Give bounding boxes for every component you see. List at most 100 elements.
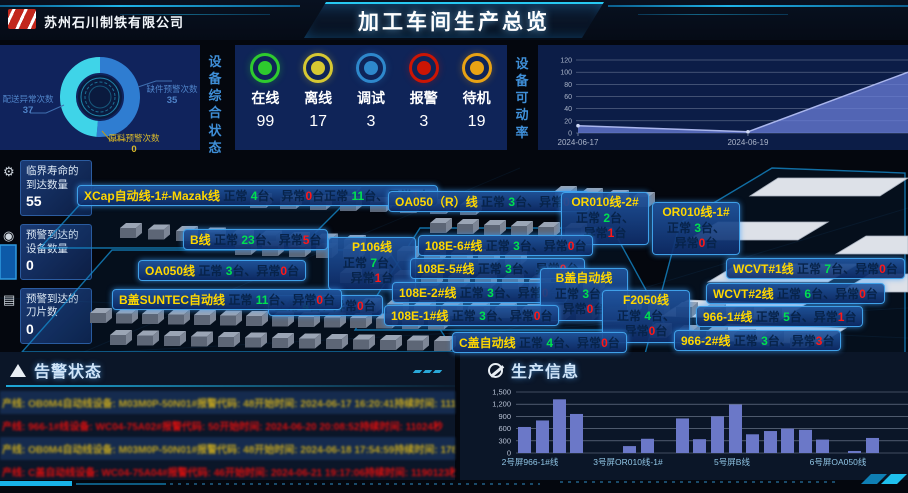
alarm-row: 产线: OB0M4自动线 设备: M03M0P-50N01# 报警代码: 48 开始时… <box>0 391 455 414</box>
company-logo <box>8 9 36 29</box>
donut-chart <box>30 57 172 141</box>
bar <box>623 446 636 453</box>
svg-text:5号屏B线: 5号屏B线 <box>714 457 750 467</box>
layers-icon: ▤ <box>3 291 16 307</box>
line-status-chip-P106线[interactable]: P106线 正常 7台、 异常1台 <box>328 237 416 290</box>
bar <box>848 450 861 453</box>
production-panel-title: 生产信息 <box>511 364 580 381</box>
indicator-label: 报警 <box>409 90 438 106</box>
header-deco-line-right <box>608 5 908 7</box>
indicator-label: 在线 <box>251 90 280 106</box>
svg-text:0: 0 <box>568 131 572 138</box>
svg-text:600: 600 <box>498 424 511 433</box>
svg-text:100: 100 <box>560 70 572 77</box>
availability-chart-panel: 0 20 40 60 80 100 120 2024-06-17 2024-06-19 <box>538 45 908 150</box>
gear-icon: ⚙ <box>3 164 15 179</box>
header-deco-line-right2 <box>638 14 788 15</box>
bar <box>676 418 689 453</box>
line-status-chip-XCap自动线-1#-Mazak线[interactable]: XCap自动线-1#-Mazak线 正常 4台、异常0台正常 11台、异常1台 <box>77 185 438 206</box>
header-deco-line-left2 <box>120 14 270 15</box>
svg-text:1,200: 1,200 <box>492 400 511 409</box>
svg-text:2024-06-17: 2024-06-17 <box>558 138 599 147</box>
indicator-label: 调试 <box>356 90 385 106</box>
alarm-row: 产线: C盖自动线 设备: WC04-75A04# 报警代码: 46 开始时间: 20… <box>2 468 455 479</box>
bar <box>866 437 879 453</box>
alarm-panel-underline <box>6 385 455 387</box>
device-icon: ◉ <box>3 227 15 243</box>
svg-text:900: 900 <box>498 412 511 421</box>
alarm-row-list: 产线: OB0M4自动线 设备: M03M0P-50N01# 报警代码: 48 开始时… <box>0 391 455 483</box>
indicator-在线: 在线 99 <box>250 53 281 146</box>
indicator-离线: 离线 17 <box>303 53 334 146</box>
circle-slash-icon <box>488 362 503 378</box>
indicator-value: 3 <box>366 113 376 130</box>
svg-text:80: 80 <box>564 82 572 89</box>
svg-text:300: 300 <box>498 436 511 445</box>
stat-card-value: 0 <box>26 257 34 274</box>
alarm-panel-title: 告警状态 <box>34 364 103 381</box>
donut-label-missing: 缺件预警次数 35 <box>146 84 198 106</box>
line-status-chip-OA050线[interactable]: OA050线 正常 3台、异常0台 <box>138 260 307 281</box>
svg-text:40: 40 <box>564 106 572 113</box>
stat-card: ▤ 预警到达的刀片数 0 <box>3 287 99 344</box>
availability-vertical-label: 设备可动率 <box>515 56 529 140</box>
line-status-chip-OA050（R）线[interactable]: OA050（R）线 正常 3台、异常0台 <box>388 191 589 212</box>
line-status-chip-108E-1#线[interactable]: 108E-1#线 正常 3台、异常0台 <box>384 305 560 326</box>
svg-text:60: 60 <box>564 94 572 101</box>
indicator-value: 17 <box>309 113 328 130</box>
svg-text:0: 0 <box>507 449 511 458</box>
scrollbar-deco <box>0 481 72 486</box>
svg-text:120: 120 <box>560 58 572 65</box>
bar <box>518 426 531 453</box>
line-status-chip-WCVT#2线[interactable]: WCVT#2线 正常 6台、异常0台 <box>706 283 885 304</box>
svg-text:2024-06-19: 2024-06-19 <box>727 138 768 147</box>
donut-label-material: 原料预警次数 0 <box>108 133 160 155</box>
bar <box>553 399 566 453</box>
status-ring-icon <box>303 53 334 83</box>
line-status-chip-C盖自动线[interactable]: C盖自动线 正常 4台、异常0台 <box>452 332 627 353</box>
dotted-line-right <box>560 481 840 483</box>
header-deco-line-left <box>0 5 300 7</box>
svg-text:1,500: 1,500 <box>492 388 511 397</box>
stat-card-value: 0 <box>26 321 34 338</box>
scrollbar-track-deco <box>76 483 166 485</box>
status-ring-icon <box>461 53 492 83</box>
line-status-chip-966-1#线[interactable]: 966-1#线 正常 5台、异常1台 <box>696 306 864 327</box>
indicator-调试: 调试 3 <box>355 53 386 146</box>
indicator-value: 3 <box>419 113 429 130</box>
indicator-label: 待机 <box>462 90 491 106</box>
bar <box>729 404 742 453</box>
line-status-chip-B线[interactable]: B线 正常 23台、异常5台 <box>183 229 329 250</box>
alarm-status-panel: 告警状态 产线: OB0M4自动线 设备: M03M0P-50N01# 报警代码: … <box>0 352 455 480</box>
bar <box>816 439 829 453</box>
bar <box>693 439 706 453</box>
line-status-chip-B盖SUNTEC自动线[interactable]: B盖SUNTEC自动线 正常 11台、异常0台 <box>112 289 343 310</box>
svg-text:6号屏OA050线: 6号屏OA050线 <box>810 457 867 467</box>
stat-card-body: 预警到达的刀片数 0 <box>20 287 92 344</box>
header-bar: 苏州石川制铁有限公司 加工车间生产总览 <box>0 0 908 40</box>
svg-text:3号屏OR010线-1#: 3号屏OR010线-1# <box>593 457 663 467</box>
company-name: 苏州石川制铁有限公司 <box>44 15 185 30</box>
production-info-panel: 生产信息 0 300 600 900 1,200 1,500 2号屏966-1#线 3号屏OR… <box>460 352 908 480</box>
availability-area-chart: 0 20 40 60 80 100 120 2024-06-17 2024-06-19 <box>558 58 908 147</box>
alarm-row: 产线: OB0M4自动线 设备: M03M0P-50N01# 报警代码: 48 开始时… <box>0 437 455 460</box>
line-status-chip-WCVT#1线[interactable]: WCVT#1线 正常 7台、异常0台 <box>726 258 905 279</box>
indicator-label: 离线 <box>304 90 333 106</box>
line-status-chip-966-2#线[interactable]: 966-2#线 正常 3台、异常3台 <box>674 330 842 351</box>
line-status-chip-OR010线-1#[interactable]: OR010线-1# 正常 3台、 异常0台 <box>652 202 740 255</box>
donut-label-delivery: 配送异常次数 37 <box>2 94 54 116</box>
svg-text:20: 20 <box>564 118 572 125</box>
status-ring-icon <box>408 53 439 83</box>
slashes-deco-icon <box>412 370 443 373</box>
bar <box>641 438 654 453</box>
alarm-row: 产线: 966-1#线 设备: WC04-75A02# 报警代码: 50 开始时间: … <box>2 422 443 433</box>
device-status-panel: 在线 99 离线 17 调试 3 报警 3 待机 19 <box>235 45 507 150</box>
line-status-chip-OR010线-2#[interactable]: OR010线-2# 正常 2台、 异常1台 <box>561 192 649 245</box>
bar <box>711 416 724 453</box>
equipment-status-vertical-label: 设备综合状态 <box>208 54 222 155</box>
line-status-chip-108E-5#线[interactable]: 108E-5#线 正常 3台、异常0台 <box>410 258 586 279</box>
status-ring-icon <box>355 53 386 83</box>
line-status-chip-108E-6#线[interactable]: 108E-6#线 正常 3台、异常0台 <box>418 235 594 256</box>
